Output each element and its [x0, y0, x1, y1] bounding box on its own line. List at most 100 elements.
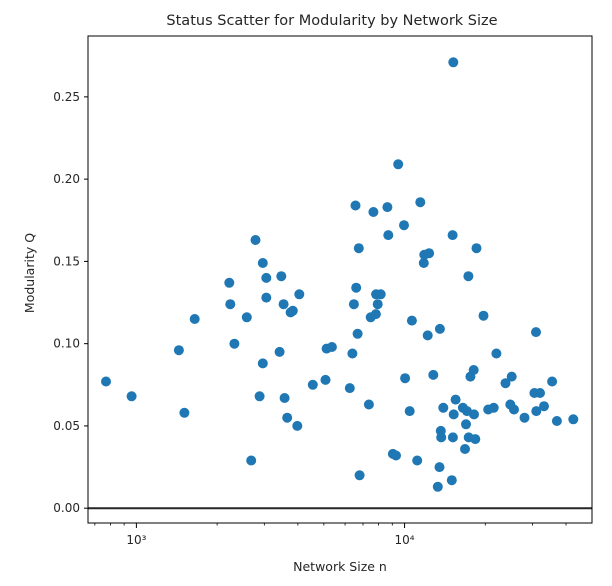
data-point — [326, 342, 337, 352]
data-point — [509, 404, 519, 415]
y-tick-label: 0.00 — [53, 501, 80, 515]
data-point — [491, 348, 502, 359]
data-point — [422, 330, 433, 341]
data-point — [463, 271, 474, 282]
data-point — [189, 314, 200, 324]
data-point — [450, 394, 461, 405]
data-point — [399, 220, 409, 231]
data-point — [434, 323, 445, 334]
data-point — [418, 258, 429, 268]
data-point — [568, 414, 579, 425]
y-tick-label: 0.15 — [53, 254, 80, 268]
data-point — [434, 462, 445, 473]
data-point — [225, 299, 236, 310]
y-axis-label: Modularity Q — [22, 233, 37, 313]
data-point — [257, 358, 268, 369]
data-point — [101, 376, 111, 387]
data-point — [447, 432, 458, 443]
data-point — [224, 277, 235, 288]
data-point — [229, 338, 240, 349]
data-point — [375, 289, 386, 300]
data-point — [126, 391, 137, 402]
data-point — [448, 409, 459, 420]
data-point — [294, 289, 305, 300]
data-point — [250, 235, 261, 245]
data-point — [307, 379, 318, 390]
data-point — [282, 412, 293, 423]
data-point — [254, 391, 265, 402]
x-axis-label: Network Size n — [293, 559, 387, 574]
data-point — [287, 305, 298, 316]
data-point — [276, 271, 287, 282]
axes: 0.00 0.05 0.10 0.15 0.20 0.25 10³ 10⁴ — [53, 35, 593, 547]
data-point — [488, 402, 499, 413]
data-point — [344, 383, 355, 394]
data-point — [406, 315, 417, 326]
x-tick-label: 10³ — [126, 533, 146, 547]
data-point — [438, 402, 449, 413]
data-point — [370, 309, 381, 320]
data-points — [101, 57, 579, 492]
data-point — [368, 207, 379, 217]
y-tick-label: 0.25 — [53, 90, 80, 104]
data-point — [391, 450, 401, 461]
data-point — [353, 243, 364, 254]
data-point — [292, 420, 303, 431]
y-tick-label: 0.10 — [53, 337, 80, 351]
data-point — [351, 282, 362, 293]
data-point — [500, 378, 511, 389]
data-point — [257, 258, 268, 268]
data-point — [372, 299, 383, 310]
data-point — [363, 399, 374, 410]
data-point — [531, 406, 542, 417]
data-point — [471, 243, 482, 254]
data-point — [428, 369, 439, 380]
data-point — [470, 434, 481, 445]
data-point — [278, 299, 289, 310]
data-point — [382, 202, 393, 213]
data-point — [241, 312, 252, 323]
data-point — [383, 230, 394, 241]
data-point — [173, 345, 184, 356]
data-point — [404, 406, 415, 417]
data-point — [519, 412, 530, 423]
data-point — [551, 416, 562, 426]
data-point — [352, 328, 363, 339]
data-point — [393, 159, 404, 170]
data-point — [461, 419, 471, 430]
data-point — [261, 292, 272, 303]
plot-frame — [87, 35, 593, 524]
data-point — [400, 373, 411, 384]
data-point — [424, 248, 435, 259]
x-tick-label: 10⁴ — [395, 533, 415, 547]
data-point — [535, 388, 545, 398]
data-point — [179, 407, 190, 418]
data-point — [478, 310, 489, 321]
data-point — [261, 272, 272, 283]
data-point — [506, 371, 517, 382]
data-point — [539, 401, 549, 412]
chart-title: Status Scatter for Modularity by Network… — [166, 13, 497, 29]
data-point — [531, 327, 541, 338]
data-point — [415, 197, 426, 208]
data-point — [448, 57, 459, 68]
data-point — [274, 346, 285, 357]
data-point — [246, 455, 257, 466]
data-point — [350, 200, 361, 211]
data-point — [347, 348, 358, 359]
data-point — [354, 470, 365, 481]
data-point — [432, 481, 443, 492]
data-point — [469, 409, 479, 420]
y-tick-label: 0.20 — [53, 172, 80, 186]
data-point — [468, 365, 479, 375]
data-point — [447, 230, 458, 241]
data-point — [436, 432, 447, 443]
data-point — [446, 475, 457, 486]
data-point — [320, 374, 331, 385]
data-point — [547, 376, 558, 387]
y-tick-label: 0.05 — [53, 419, 80, 433]
data-point — [348, 299, 359, 310]
data-point — [412, 455, 423, 466]
data-point — [279, 393, 290, 403]
